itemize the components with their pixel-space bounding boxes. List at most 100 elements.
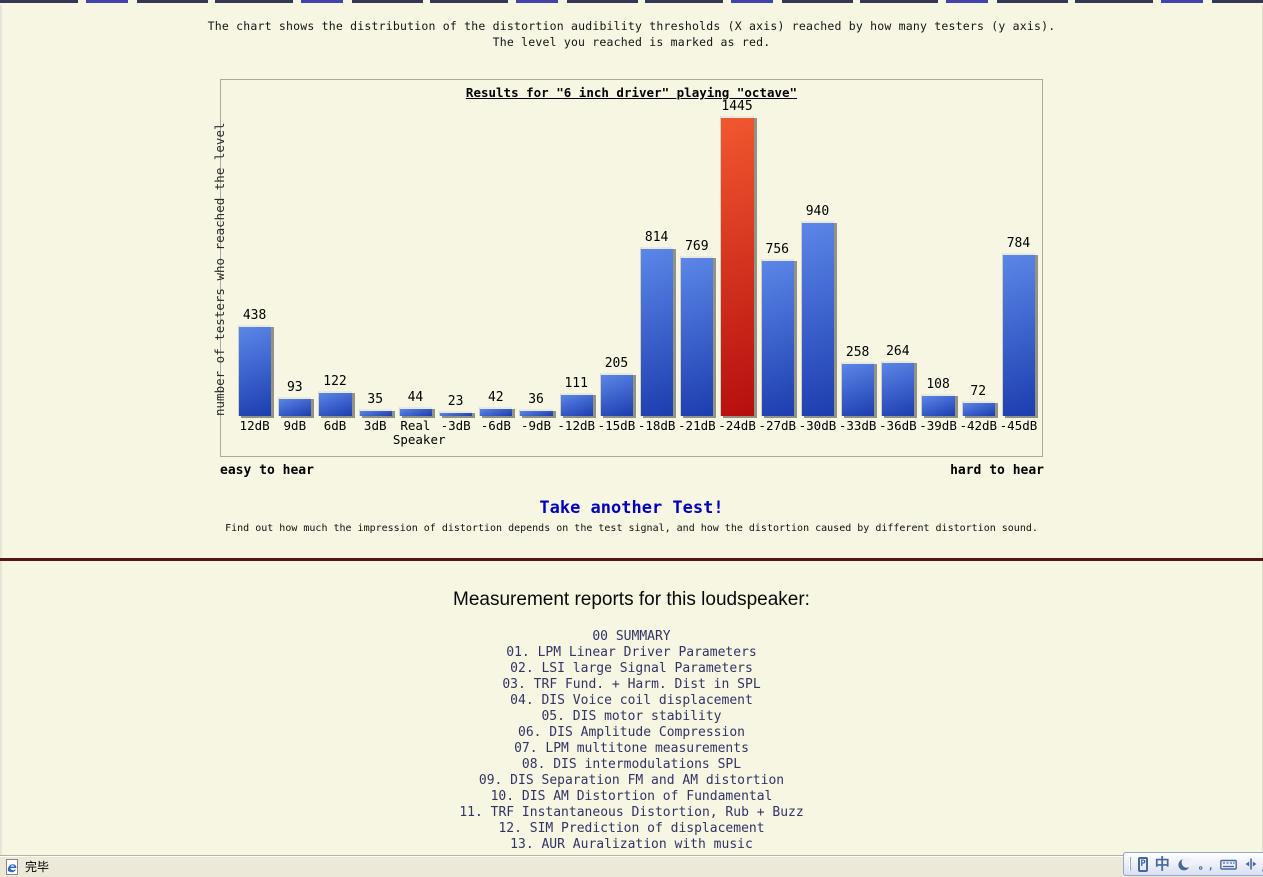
bar-value-label: 258: [845, 345, 870, 360]
ie-document-icon: [6, 858, 18, 875]
bar-slot: 940 -30dB: [799, 204, 837, 450]
x-tick-label: 12dB: [239, 418, 270, 433]
bar-slot: 769 -21dB: [678, 239, 716, 450]
punctuation-mode-icon[interactable]: 。,: [1198, 860, 1214, 872]
bar: [640, 247, 674, 416]
bar: [961, 401, 995, 416]
x-tick-label: -33dB: [838, 418, 877, 433]
report-link-row: 11. TRF Instantaneous Distortion, Rub + …: [0, 805, 1263, 821]
report-link[interactable]: 05. DIS motor stability: [541, 709, 722, 724]
cta-subtext: Find out how much the impression of dist…: [225, 523, 1038, 534]
bar-value-label: 111: [564, 376, 588, 391]
report-link-row: 00 SUMMARY: [0, 629, 1263, 645]
report-link-row: 13. AUR Auralization with music: [0, 837, 1263, 853]
report-link-row: 05. DIS motor stability: [0, 709, 1263, 725]
report-link[interactable]: 07. LPM multitone measurements: [514, 741, 749, 756]
chart-description-line2: The level you reached is marked as red.: [492, 35, 771, 49]
report-links-list: 00 SUMMARY 01. LPM Linear Driver Paramete…: [0, 629, 1263, 853]
bar-value-label: 42: [487, 390, 504, 405]
report-link[interactable]: 02. LSI large Signal Parameters: [510, 661, 753, 676]
report-link[interactable]: 03. TRF Fund. + Harm. Dist in SPL: [502, 677, 761, 692]
browser-status-bar: 完毕 P 中 。,: [0, 852, 1263, 877]
bar: [519, 409, 553, 416]
section-divider: [0, 558, 1263, 561]
bar-slot: 264 -36dB: [879, 344, 917, 450]
x-tick-label: 3dB: [363, 418, 387, 433]
report-link-row: 03. TRF Fund. + Harm. Dist in SPL: [0, 677, 1263, 693]
half-width-moon-icon[interactable]: [1177, 856, 1192, 872]
report-link[interactable]: 11. TRF Instantaneous Distortion, Rub + …: [459, 805, 804, 820]
take-another-test-link[interactable]: Take another Test!: [539, 498, 724, 518]
report-link[interactable]: 13. AUR Auralization with music: [510, 837, 753, 852]
ime-language-bar[interactable]: P 中 。,: [1123, 852, 1263, 876]
x-tick-label: -12dB: [557, 418, 596, 433]
bar: [841, 362, 875, 416]
report-link[interactable]: 04. DIS Voice coil displacement: [510, 693, 753, 708]
report-link-row: 02. LSI large Signal Parameters: [0, 661, 1263, 677]
report-link[interactable]: 06. DIS Amplitude Compression: [518, 725, 745, 740]
soft-keyboard-icon[interactable]: [1219, 858, 1237, 871]
pinyin-indicator-icon[interactable]: P: [1138, 856, 1148, 872]
y-axis-label: number of testers who reached the level: [212, 122, 227, 417]
report-link-row: 04. DIS Voice coil displacement: [0, 693, 1263, 709]
report-link[interactable]: 12. SIM Prediction of displacement: [498, 821, 765, 836]
caption-hard-to-hear: hard to hear: [950, 463, 1044, 478]
bar-value-label: 1445: [721, 99, 753, 114]
bar: [760, 259, 794, 416]
bar: [1001, 253, 1036, 416]
report-link-row: 12. SIM Prediction of displacement: [0, 821, 1263, 837]
bar: [278, 397, 312, 416]
take-another-test: Take another Test!: [0, 498, 1263, 518]
bar-slot: 438 12dB: [238, 308, 272, 450]
bar-value-label: 23: [447, 394, 464, 409]
bar-value-label: 72: [970, 384, 987, 399]
x-tick-label: -21dB: [678, 418, 716, 433]
bar-slot: 36 -9dB: [519, 392, 553, 450]
x-tick-label: -42dB: [959, 418, 998, 433]
bar-value-label: 93: [286, 380, 303, 395]
bar-value-label: 769: [685, 239, 709, 254]
bar-slot: 122 6dB: [318, 374, 352, 450]
report-link[interactable]: 09. DIS Separation FM and AM distortion: [478, 773, 785, 788]
report-link-row: 01. LPM Linear Driver Parameters: [0, 645, 1263, 661]
report-link-row: 06. DIS Amplitude Compression: [0, 725, 1263, 741]
bar-slot: 23 -3dB: [439, 394, 473, 450]
width-toggle-icon[interactable]: [1244, 857, 1258, 871]
status-left: 完毕: [0, 858, 49, 875]
report-link-row: 10. DIS AM Distortion of Fundamental: [0, 789, 1263, 805]
status-text: 完毕: [25, 860, 50, 874]
clipped-nav-text-fragments: [0, 0, 1263, 3]
bar: [881, 361, 915, 416]
bar-value-label: 438: [242, 308, 267, 323]
bar: [680, 256, 714, 416]
x-tick-label: -45dB: [999, 418, 1038, 433]
report-link[interactable]: 10. DIS AM Distortion of Fundamental: [490, 789, 773, 804]
report-link[interactable]: 00 SUMMARY: [592, 629, 671, 644]
report-link[interactable]: 01. LPM Linear Driver Parameters: [506, 645, 757, 660]
bar-value-label: 940: [805, 204, 830, 219]
bar: [800, 221, 835, 416]
bar: [318, 391, 352, 416]
chart-description: The chart shows the distribution of the …: [0, 18, 1263, 50]
bar-slot: 258 -33dB: [839, 345, 877, 450]
report-link[interactable]: 08. DIS intermodulations SPL: [521, 757, 742, 772]
report-link-row: 08. DIS intermodulations SPL: [0, 757, 1263, 773]
bar-slot: 814 -18dB: [638, 230, 676, 450]
bar: [559, 393, 593, 416]
bar-slot: 1445 -24dB: [718, 99, 756, 450]
bar-slot: 93 9dB: [278, 380, 312, 450]
x-tick-label: 9dB: [283, 418, 307, 433]
x-tick-label: -18dB: [637, 418, 676, 433]
bar: [398, 407, 433, 416]
ime-drag-handle-icon[interactable]: [1129, 857, 1132, 871]
bar: [479, 407, 513, 416]
x-tick-label: -39dB: [919, 418, 957, 433]
bar-value-label: 36: [528, 392, 544, 407]
bar-slot: 111 -12dB: [557, 376, 595, 450]
bar-value-label: 35: [367, 392, 384, 407]
bar-slot: 35 3dB: [358, 392, 392, 450]
x-tick-label: -6dB: [480, 418, 511, 433]
reports-heading: Measurement reports for this loudspeaker…: [453, 589, 810, 610]
bar: [238, 325, 272, 416]
chinese-mode-icon[interactable]: 中: [1154, 854, 1170, 873]
